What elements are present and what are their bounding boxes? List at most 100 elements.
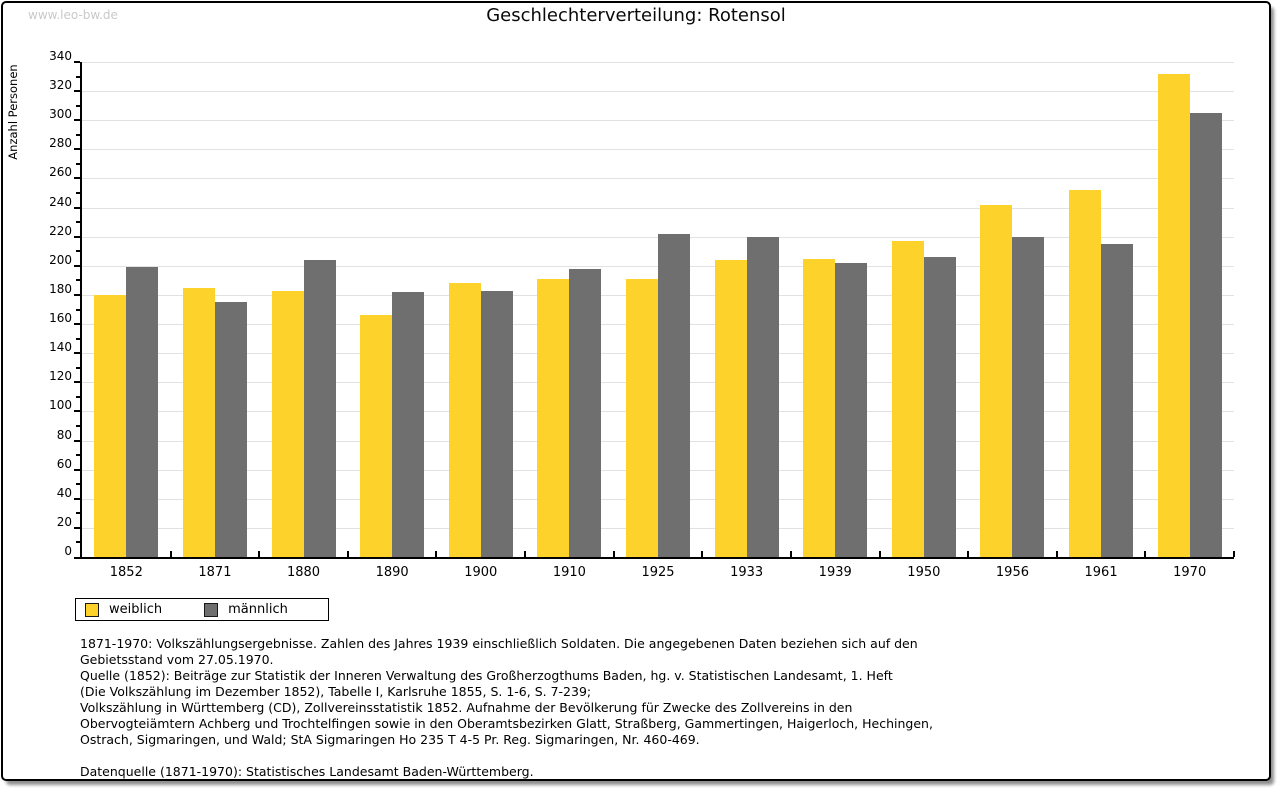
y-axis-tick (74, 381, 80, 384)
x-axis-tick (1055, 551, 1058, 557)
x-axis-tick (346, 551, 349, 557)
y-axis-tick-label: 160 (49, 311, 72, 326)
gridline (82, 178, 1234, 180)
x-axis-label-1925: 1925 (641, 565, 675, 580)
bar-weiblich-1956 (980, 204, 1013, 557)
x-axis-tick (789, 551, 792, 557)
watermark-text: www.leo-bw.de (28, 8, 118, 22)
y-axis-minor-tick (76, 395, 80, 398)
y-axis-tick-label: 20 (56, 514, 72, 529)
y-axis-tick-label: 0 (64, 544, 72, 558)
legend-label-weiblich: weiblich (109, 602, 163, 617)
y-axis-minor-tick (76, 162, 80, 165)
y-axis-minor-tick (76, 424, 80, 427)
y-axis-tick-label: 220 (49, 223, 72, 238)
gridline (82, 149, 1234, 151)
y-axis-tick-label: 240 (49, 194, 72, 209)
y-axis-tick (74, 177, 80, 180)
x-axis-tick (258, 551, 261, 557)
bar-männlich-1880 (303, 260, 336, 557)
y-axis-tick (74, 439, 80, 442)
footnote-line: (Die Volkszählung im Dezember 1852), Tab… (80, 684, 592, 699)
bar-weiblich-1880 (271, 290, 304, 557)
x-axis-label-1939: 1939 (818, 565, 852, 580)
gridline (82, 91, 1234, 93)
footnote-line: Volkszählung in Württemberg (CD), Zollve… (80, 700, 853, 715)
y-axis-tick (74, 410, 80, 413)
y-axis-tick-label: 100 (49, 398, 72, 413)
y-axis-minor-tick (76, 366, 80, 369)
bar-männlich-1871 (214, 302, 247, 557)
bar-weiblich-1970 (1157, 73, 1190, 557)
y-axis-tick-label: 180 (49, 281, 72, 296)
bar-männlich-1910 (569, 268, 602, 557)
y-axis-tick (74, 264, 80, 267)
footnotes: 1871-1970: Volkszählungsergebnisse. Zahl… (80, 636, 933, 780)
bar-weiblich-1852 (94, 294, 127, 557)
bar-männlich-1890 (392, 292, 425, 557)
x-axis-tick (967, 551, 970, 557)
x-axis-label-1970: 1970 (1173, 565, 1207, 580)
bar-männlich-1970 (1189, 112, 1222, 557)
y-axis-minor-tick (76, 337, 80, 340)
y-axis-minor-tick (76, 541, 80, 544)
y-axis-tick (74, 90, 80, 93)
y-axis-tick-label: 320 (49, 78, 72, 93)
bar-weiblich-1933 (714, 260, 747, 557)
bar-weiblich-1961 (1069, 190, 1102, 557)
bar-weiblich-1900 (448, 283, 481, 557)
plot-area: 0 20 40 60 80 100 120 140 160 180 200 220 240 260 280 3… (49, 49, 1235, 580)
y-axis-minor-tick (76, 75, 80, 78)
y-axis-tick-label: 340 (49, 49, 72, 63)
y-axis-tick-label: 140 (49, 340, 72, 355)
footnote-line: Datenquelle (1871-1970): Statistisches L… (80, 764, 534, 779)
gridline (82, 207, 1234, 209)
y-axis-tick-label: 260 (49, 165, 72, 180)
x-axis-label-1880: 1880 (286, 565, 321, 580)
y-axis-tick (74, 206, 80, 209)
x-axis-label-1900: 1900 (464, 565, 498, 580)
legend-item-maennlich: männlich (204, 602, 288, 617)
x-axis-label-1890: 1890 (375, 565, 409, 580)
y-axis-tick-label: 280 (49, 136, 72, 151)
bar-männlich-1950 (923, 257, 956, 557)
x-axis-label-1961: 1961 (1084, 565, 1118, 580)
bar-männlich-1900 (480, 290, 513, 557)
x-axis-tick (169, 551, 172, 557)
y-axis-minor-tick (76, 454, 80, 457)
x-axis-tick (524, 551, 527, 557)
y-axis-minor-tick (76, 133, 80, 136)
y-axis-tick (74, 61, 80, 63)
x-axis-label-1950: 1950 (907, 565, 941, 580)
bar-männlich-1961 (1101, 244, 1134, 557)
x-axis-tick (435, 551, 438, 557)
bar-weiblich-1890 (360, 315, 393, 557)
y-axis-tick (74, 293, 80, 296)
x-axis-tick (878, 551, 881, 557)
x-axis-tick (701, 551, 704, 557)
y-axis-minor-tick (76, 192, 80, 195)
footnote-line: Quelle (1852): Beiträge zur Statistik de… (80, 668, 893, 683)
y-axis-minor-tick (76, 308, 80, 311)
y-axis-tick (74, 526, 80, 529)
bar-weiblich-1910 (537, 278, 570, 557)
bar-weiblich-1939 (803, 258, 836, 557)
y-axis-tick-label: 80 (56, 427, 72, 442)
legend-swatch-maennlich (204, 602, 219, 617)
x-axis-label-1933: 1933 (730, 565, 764, 580)
y-axis-tick (74, 497, 80, 500)
footnote-line: Ostrach, Sigmaringen, und Wald; StA Sigm… (80, 732, 700, 747)
x-axis-tick (1233, 551, 1235, 557)
x-axis-label-1956: 1956 (995, 565, 1029, 580)
y-axis-minor-tick (76, 250, 80, 253)
y-axis-minor-tick (76, 104, 80, 107)
x-axis-tick (612, 551, 615, 557)
chart-panel: www.leo-bw.de Geschlechterverteilung: Ro… (1, 1, 1271, 781)
y-axis-minor-tick (76, 512, 80, 515)
y-axis-tick (74, 323, 80, 326)
footnote-line: 1871-1970: Volkszählungsergebnisse. Zahl… (80, 636, 918, 651)
y-axis-minor-tick (76, 279, 80, 282)
y-axis-tick (74, 119, 80, 122)
bar-männlich-1925 (658, 233, 690, 557)
bar-männlich-1939 (835, 262, 868, 557)
